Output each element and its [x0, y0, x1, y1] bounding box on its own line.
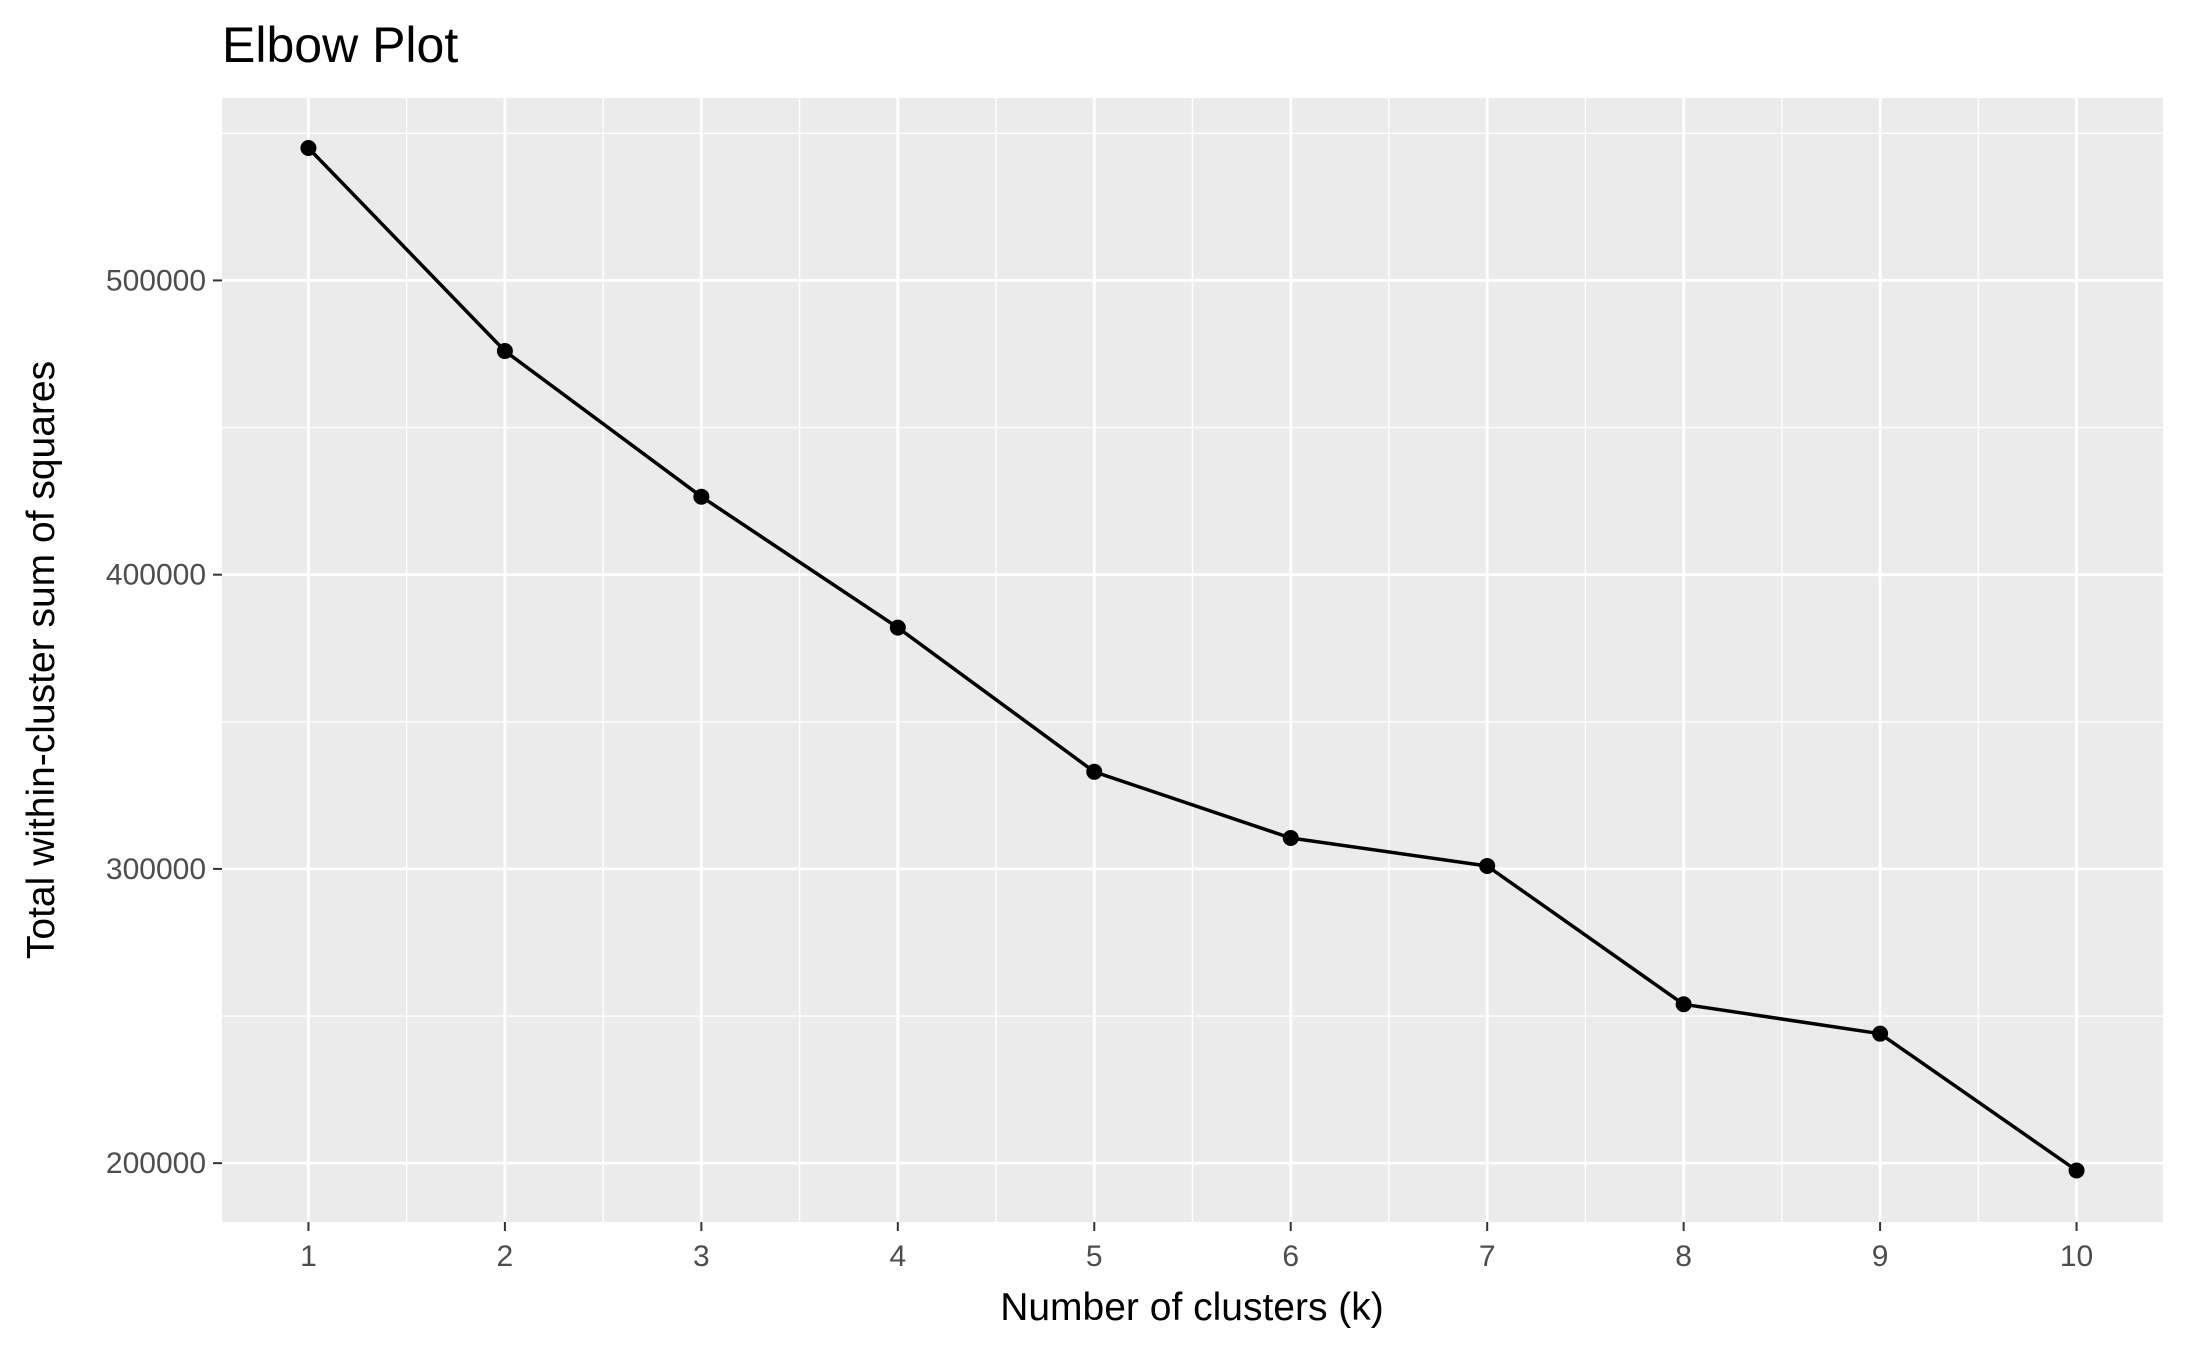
- data-point: [1086, 763, 1103, 780]
- chart-title: Elbow Plot: [222, 17, 458, 73]
- minor-gridlines: [222, 98, 2163, 1222]
- data-point: [496, 343, 513, 360]
- x-axis-ticks: 1 2 3 4 5 6 7 8 9 10: [300, 1222, 2093, 1273]
- x-tick-label: 6: [1282, 1240, 1299, 1273]
- data-point: [1479, 857, 1496, 874]
- x-tick-label: 5: [1086, 1240, 1103, 1273]
- x-tick-label: 3: [693, 1240, 710, 1273]
- y-axis-title: Total within-cluster sum of squares: [20, 361, 63, 959]
- major-gridlines: [222, 98, 2163, 1222]
- data-point: [300, 140, 317, 157]
- series-line: [307, 146, 2078, 1172]
- y-axis-ticks: 200000 300000 400000 500000: [106, 264, 222, 1180]
- data-point: [1282, 830, 1299, 847]
- x-axis-title: Number of clusters (k): [1000, 1286, 1384, 1329]
- y-tick-label: 400000: [106, 559, 206, 592]
- data-point: [693, 488, 710, 505]
- y-tick-label: 300000: [106, 853, 206, 886]
- data-point: [2068, 1162, 2085, 1179]
- data-point: [1675, 996, 1692, 1013]
- x-tick-label: 10: [2060, 1240, 2093, 1273]
- data-point: [889, 619, 906, 636]
- x-tick-label: 8: [1675, 1240, 1692, 1273]
- y-tick-label: 500000: [106, 264, 206, 297]
- x-tick-label: 4: [889, 1240, 906, 1273]
- x-tick-label: 2: [497, 1240, 514, 1273]
- x-tick-label: 9: [1872, 1240, 1889, 1273]
- x-tick-label: 7: [1479, 1240, 1496, 1273]
- data-point: [1872, 1025, 1889, 1042]
- x-tick-label: 1: [300, 1240, 317, 1273]
- data-points: [300, 140, 2085, 1179]
- y-tick-label: 200000: [106, 1147, 206, 1180]
